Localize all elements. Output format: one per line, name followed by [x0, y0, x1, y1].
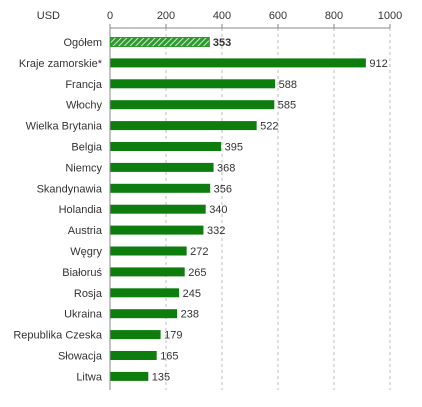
value-label: 135	[152, 371, 170, 383]
category-label: Kraje zamorskie*	[19, 58, 103, 70]
category-label: Austria	[68, 225, 103, 237]
x-tick-label: 0	[107, 10, 113, 22]
x-tick-label: 800	[325, 10, 343, 22]
bar	[110, 183, 211, 193]
value-label: 395	[225, 142, 243, 154]
bar	[110, 288, 180, 298]
value-label: 522	[260, 121, 278, 133]
bar	[110, 162, 214, 172]
bars: Ogółem 353 Kraje zamorskie* 912 Francja 588 Wł…	[13, 37, 388, 383]
grid-lines	[109, 28, 391, 390]
bar	[110, 371, 149, 381]
value-label: 368	[217, 162, 235, 174]
value-label: 272	[190, 246, 208, 258]
value-label: 356	[214, 183, 232, 195]
bar	[110, 100, 275, 110]
value-label: 588	[279, 79, 297, 91]
bar	[110, 267, 185, 277]
bar	[110, 79, 276, 89]
bar-highlight	[110, 37, 210, 47]
category-label: Włochy	[66, 100, 103, 112]
bar	[110, 58, 366, 68]
x-tick-label: 600	[269, 10, 287, 22]
category-label: Niemcy	[65, 162, 102, 174]
category-label: Słowacja	[58, 351, 103, 363]
value-label: 353	[213, 37, 231, 49]
category-label: Skandynawia	[37, 183, 103, 195]
category-label: Holandia	[59, 204, 103, 216]
category-label: Wielka Brytania	[26, 121, 103, 133]
bar	[110, 204, 206, 214]
x-tick-label: 1000	[378, 10, 402, 22]
category-label: Rosja	[74, 288, 103, 300]
x-tick-label: 200	[157, 10, 175, 22]
category-label: Białoruś	[62, 267, 102, 279]
unit-label: USD	[37, 10, 60, 22]
category-label: Węgry	[70, 246, 102, 258]
bar	[110, 309, 178, 319]
x-axis-ticks: 0 200 400 600 800 1000	[107, 10, 402, 29]
category-label: Litwa	[76, 371, 103, 383]
value-label: 179	[164, 330, 182, 342]
category-label: Francja	[65, 79, 103, 91]
value-label: 332	[207, 225, 225, 237]
category-label: Republika Czeska	[13, 330, 103, 342]
value-label: 585	[278, 100, 296, 112]
category-label: Ukraina	[64, 309, 103, 321]
value-label: 165	[160, 351, 178, 363]
bar	[110, 330, 161, 340]
bar	[110, 225, 204, 235]
bar	[110, 246, 187, 256]
value-label: 265	[188, 267, 206, 279]
value-label: 238	[181, 309, 199, 321]
value-label: 912	[369, 58, 387, 70]
x-tick-label: 400	[213, 10, 231, 22]
bar	[110, 142, 222, 151]
bar	[110, 351, 157, 360]
category-label: Ogółem	[63, 37, 102, 49]
value-label: 245	[183, 288, 201, 300]
value-label: 340	[209, 204, 227, 216]
category-label: Belgia	[71, 142, 102, 154]
bar	[110, 121, 257, 131]
